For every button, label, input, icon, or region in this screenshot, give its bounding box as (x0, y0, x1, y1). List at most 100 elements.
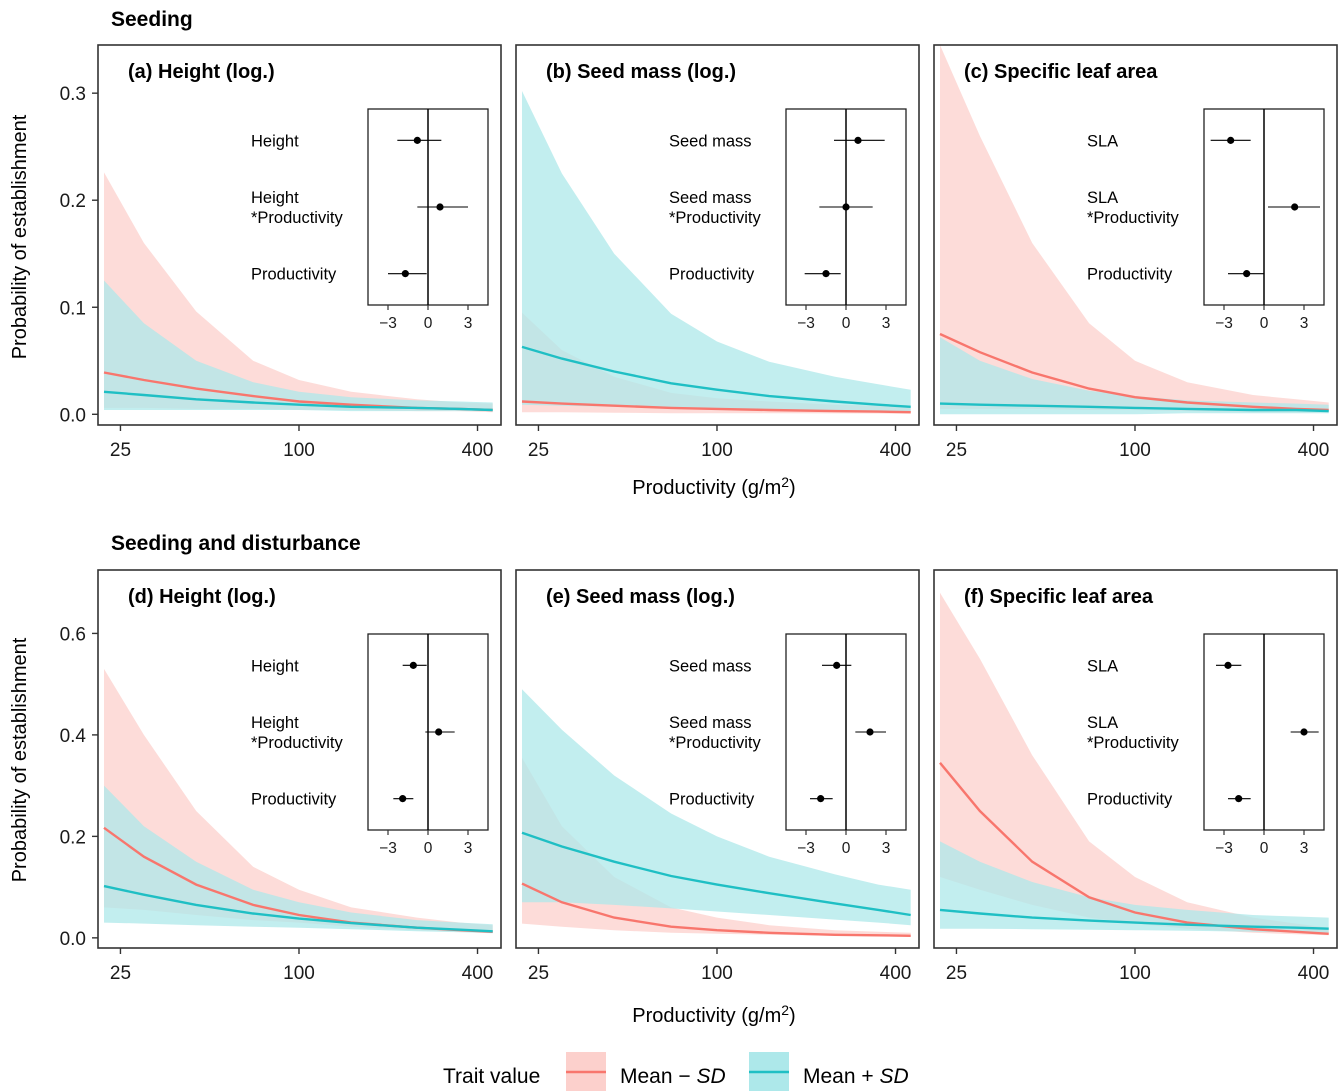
inset-x-tick-label: −3 (797, 840, 815, 857)
panel-d: (d) Height (log.) 25 100 400 0.0 0.2 0.4 0.6 −3 0… (60, 569, 502, 984)
panel-title: (d) Height (log.) (128, 586, 276, 608)
panel-e: (e) Seed mass (log.) 25 100 400 −3 0 3 Seed mas… (515, 569, 920, 984)
legend-minus-sd: SD (696, 1065, 725, 1088)
inset-term-label: Seed mass *Productivity (669, 189, 761, 227)
band-mean-plus-sd (522, 689, 911, 926)
inset-estimate-point (435, 728, 443, 736)
inset-term-label-line: SLA (1087, 189, 1118, 207)
x-axis-title-top: Productivity (g/m2) (632, 474, 795, 499)
coefficient-inset: −3 0 3 Seed mass Seed mass *Productivity Produ… (669, 633, 907, 857)
panel-a: (a) Height (log.) 25 100 400 0.0 0.1 0.2 0.3 −3 0… (60, 44, 502, 461)
inset-x-tick-label: −3 (797, 315, 815, 332)
inset-x-tick-label: 0 (842, 840, 851, 857)
panel-title: (a) Height (log.) (128, 61, 275, 83)
inset-estimate-point (822, 270, 830, 278)
legend-minus-label: Mean − SD (620, 1065, 726, 1088)
inset-term-label: Height (251, 132, 299, 150)
legend-plus-sd: SD (879, 1065, 908, 1088)
x-axis-title-bottom: Productivity (g/m2) (632, 1002, 795, 1027)
y-axis-title-bottom: Probability of establishment (9, 637, 31, 882)
x-axis-title-superscript: 2 (781, 474, 789, 490)
coefficient-inset: −3 0 3 SLA SLA *Productivity Productivity (1087, 633, 1325, 857)
inset-estimate-point (409, 661, 417, 669)
inset-term-label-line: Seed mass (669, 714, 752, 732)
x-tick-label: 25 (946, 963, 967, 984)
inset-estimate-point (854, 136, 862, 144)
y-axis-title-top: Probability of establishment (9, 114, 31, 359)
panel-title: (c) Specific leaf area (964, 61, 1158, 83)
panel-title: (f) Specific leaf area (964, 586, 1154, 608)
x-tick-label: 400 (880, 963, 912, 984)
x-tick-label: 25 (110, 440, 131, 461)
inset-term-label-line: SLA (1087, 714, 1118, 732)
band-mean-minus-sd (940, 45, 1329, 413)
legend-title: Trait value (443, 1065, 540, 1088)
line-mean-minus-sd (521, 882, 911, 937)
x-tick-label: 400 (1298, 440, 1330, 461)
inset-estimate-point (1227, 136, 1235, 144)
inset-estimate-point (817, 795, 825, 803)
inset-term-label-line: *Productivity (669, 734, 761, 752)
line-mean-plus-sd (939, 402, 1329, 413)
inset-term-label: SLA (1087, 657, 1118, 675)
inset-term-label: Productivity (669, 791, 755, 809)
inset-estimate-point (436, 203, 444, 211)
inset-estimate-point (401, 270, 409, 278)
inset-term-label-line: *Productivity (251, 209, 343, 227)
inset-term-label: Productivity (1087, 791, 1173, 809)
inset-term-label-line: *Productivity (1087, 734, 1179, 752)
legend-plus-label: Mean + SD (803, 1065, 909, 1088)
inset-estimate-point (1300, 728, 1308, 736)
panels: (a) Height (log.) 25 100 400 0.0 0.1 0.2 0.3 −3 0… (60, 44, 1338, 984)
inset-term-label-line: Height (251, 189, 299, 207)
x-tick-label: 100 (283, 963, 315, 984)
inset-x-tick-label: 3 (882, 840, 891, 857)
legend-plus-prefix: Mean + (803, 1065, 879, 1088)
inset-term-label: SLA (1087, 132, 1118, 150)
line-mean-minus-sd (939, 332, 1329, 412)
x-axis-title-main: Productivity (g/m (632, 477, 781, 499)
inset-x-tick-label: −3 (379, 315, 397, 332)
inset-x-tick-label: −3 (1215, 840, 1233, 857)
y-tick-label: 0.4 (60, 726, 87, 747)
row-title-seeding-disturbance: Seeding and disturbance (111, 532, 361, 555)
x-tick-label: 100 (1119, 440, 1151, 461)
x-axis-title-superscript: 2 (781, 1002, 789, 1018)
inset-term-label: Seed mass *Productivity (669, 714, 761, 752)
inset-estimate-point (1291, 203, 1299, 211)
line-mean-plus-sd (521, 345, 911, 408)
coefficient-inset: −3 0 3 Seed mass Seed mass *Productivity Produ… (669, 108, 907, 332)
band-mean-minus-sd (104, 172, 493, 413)
inset-x-tick-label: 0 (842, 315, 851, 332)
inset-x-tick-label: 3 (1300, 840, 1309, 857)
inset-term-label: Height *Productivity (251, 189, 343, 227)
x-tick-label: 400 (462, 963, 494, 984)
inset-estimate-point (866, 728, 874, 736)
inset-x-tick-label: −3 (1215, 315, 1233, 332)
coefficient-inset: −3 0 3 SLA SLA *Productivity Productivity (1087, 108, 1325, 332)
band-mean-plus-sd (522, 91, 911, 413)
band-mean-plus-sd (104, 280, 493, 412)
line-mean-plus-sd (939, 908, 1329, 930)
coefficient-inset: −3 0 3 Height Height *Productivity Productivit… (251, 108, 489, 332)
x-tick-label: 25 (528, 963, 549, 984)
inset-estimate-point (833, 661, 841, 669)
y-tick-label: 0.0 (60, 929, 86, 950)
inset-estimate-point (413, 136, 421, 144)
inset-term-label-line: *Productivity (251, 734, 343, 752)
inset-term-label: Height (251, 657, 299, 675)
x-tick-label: 400 (462, 440, 494, 461)
inset-term-label: Productivity (251, 791, 337, 809)
inset-term-label-line: *Productivity (1087, 209, 1179, 227)
inset-term-label: Seed mass (669, 132, 752, 150)
inset-term-label: Height *Productivity (251, 714, 343, 752)
y-tick-label: 0.6 (60, 624, 86, 645)
inset-x-tick-label: 0 (424, 315, 433, 332)
panel-b: (b) Seed mass (log.) 25 100 400 −3 0 3 Seed mas… (515, 44, 920, 461)
x-axis-title-close: ) (789, 477, 796, 499)
legend-minus-prefix: Mean − (620, 1065, 696, 1088)
inset-estimate-point (1224, 661, 1232, 669)
x-tick-label: 400 (880, 440, 912, 461)
